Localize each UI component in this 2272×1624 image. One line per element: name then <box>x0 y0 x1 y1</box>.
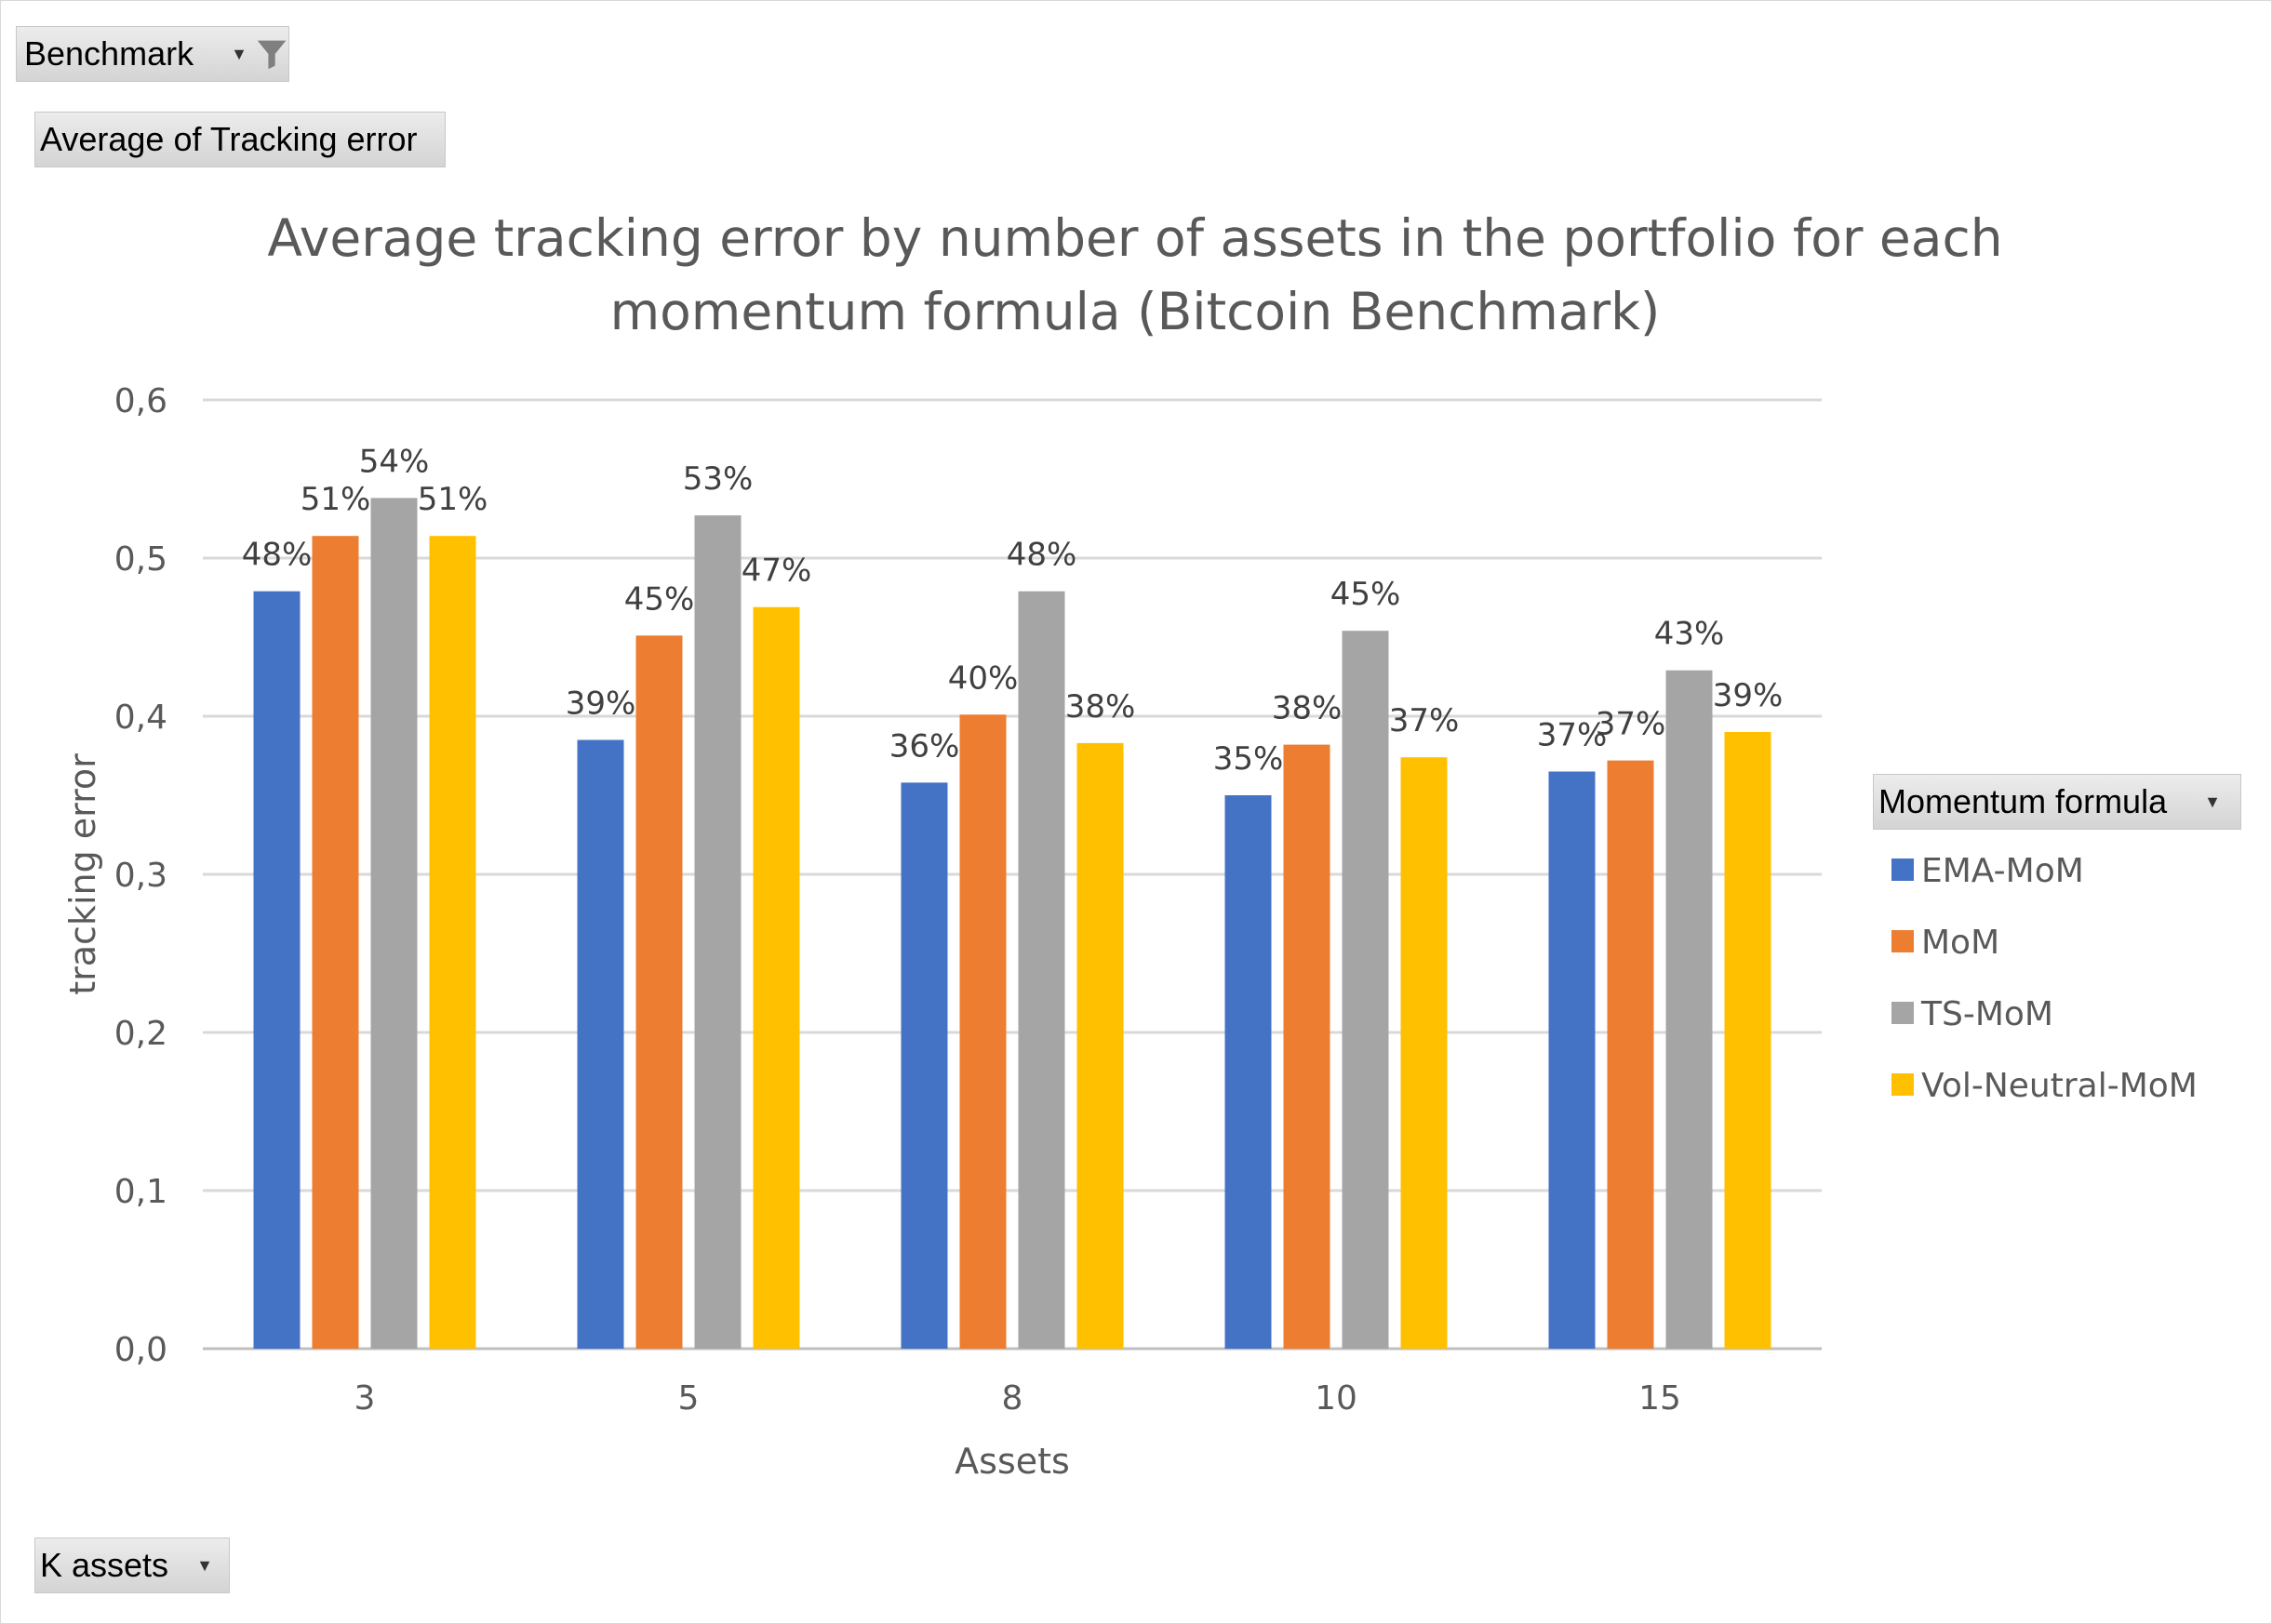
bar-mom <box>635 635 683 1349</box>
y-tick-label: 0,4 <box>114 699 167 737</box>
y-tick-label: 0,5 <box>114 540 167 579</box>
bar-mom <box>1283 744 1330 1349</box>
data-label: 54% <box>359 443 430 480</box>
data-label: 48% <box>242 537 313 574</box>
bar-vol-neutral-mom <box>1724 732 1771 1349</box>
data-label: 47% <box>742 552 812 590</box>
y-tick-label: 0,2 <box>114 1015 167 1053</box>
filter-icon <box>257 40 287 70</box>
bar-vol-neutral-mom <box>1076 742 1124 1349</box>
data-label: 37% <box>1389 702 1460 739</box>
data-label: 38% <box>1272 690 1343 727</box>
chart-title-line: momentum formula (Bitcoin Benchmark) <box>610 282 1661 341</box>
bar-ema-mom <box>253 591 301 1349</box>
data-label: 38% <box>1065 688 1136 725</box>
legend-label: MoM <box>1921 924 1999 962</box>
data-label: 40% <box>948 659 1019 697</box>
bar-vol-neutral-mom <box>753 606 800 1349</box>
data-label: 51% <box>418 481 488 518</box>
data-label: 43% <box>1654 616 1725 653</box>
legend-swatch-vol-neutral-mom <box>1891 1073 1914 1096</box>
y-tick-label: 0,6 <box>114 382 167 420</box>
y-axis-title: tracking error <box>62 753 103 995</box>
bar-ema-mom <box>1548 771 1596 1349</box>
legend-label: Vol-Neutral-MoM <box>1921 1067 2198 1105</box>
bar-ts-mom <box>370 498 418 1349</box>
bar-ema-mom <box>901 782 948 1349</box>
data-label: 51% <box>301 481 371 518</box>
bar-ts-mom <box>1665 670 1713 1349</box>
value-field-label: Average of Tracking error <box>40 120 418 158</box>
bar-mom <box>1607 760 1654 1349</box>
data-label: 45% <box>624 580 695 618</box>
value-field-button[interactable]: Average of Tracking error <box>34 112 446 167</box>
data-label: 53% <box>683 460 754 498</box>
benchmark-filter-button[interactable]: Benchmark ▼ <box>16 26 289 82</box>
y-tick-label: 0,0 <box>114 1331 167 1369</box>
bar-vol-neutral-mom <box>1400 757 1448 1349</box>
x-axis-title: Assets <box>955 1441 1070 1482</box>
data-label: 39% <box>566 686 636 723</box>
chevron-down-icon: ▼ <box>231 44 247 63</box>
axis-field-label: K assets <box>40 1546 169 1584</box>
chevron-down-icon: ▼ <box>2204 792 2221 811</box>
x-tick-label: 8 <box>1002 1379 1023 1418</box>
x-tick-label: 10 <box>1315 1379 1357 1418</box>
data-label: 36% <box>889 727 960 765</box>
chart-title-line: Average tracking error by number of asse… <box>267 208 2002 268</box>
bar-vol-neutral-mom <box>429 536 476 1349</box>
data-label: 35% <box>1213 740 1284 778</box>
data-label: 39% <box>1713 677 1784 714</box>
bar-mom <box>312 536 359 1349</box>
legend-field-label: Momentum formula <box>1878 782 2168 820</box>
data-label: 45% <box>1330 576 1401 613</box>
chevron-down-icon: ▼ <box>196 1555 213 1575</box>
x-tick-label: 5 <box>678 1379 700 1418</box>
bar-ts-mom <box>1342 631 1389 1349</box>
axis-field-button[interactable]: K assets ▼ <box>34 1537 230 1593</box>
data-label: 37% <box>1596 706 1666 743</box>
bar-ts-mom <box>1018 591 1065 1349</box>
benchmark-filter-label: Benchmark <box>24 34 194 73</box>
bar-ts-mom <box>694 515 742 1349</box>
bar-ema-mom <box>1224 795 1272 1349</box>
legend-label: TS-MoM <box>1920 995 2053 1033</box>
bar-ema-mom <box>577 739 624 1349</box>
bar-mom <box>959 714 1007 1349</box>
data-label: 48% <box>1007 537 1077 574</box>
y-tick-label: 0,3 <box>114 857 167 895</box>
legend-swatch-mom <box>1891 930 1914 952</box>
x-tick-label: 3 <box>354 1379 376 1418</box>
x-tick-label: 15 <box>1638 1379 1681 1418</box>
legend-swatch-ts-mom <box>1891 1002 1914 1024</box>
data-label: 37% <box>1537 717 1608 754</box>
legend-field-button[interactable]: Momentum formula ▼ <box>1873 774 2241 830</box>
legend-swatch-ema-mom <box>1891 859 1914 881</box>
legend-label: EMA-MoM <box>1921 852 2084 890</box>
y-tick-label: 0,1 <box>114 1173 167 1211</box>
